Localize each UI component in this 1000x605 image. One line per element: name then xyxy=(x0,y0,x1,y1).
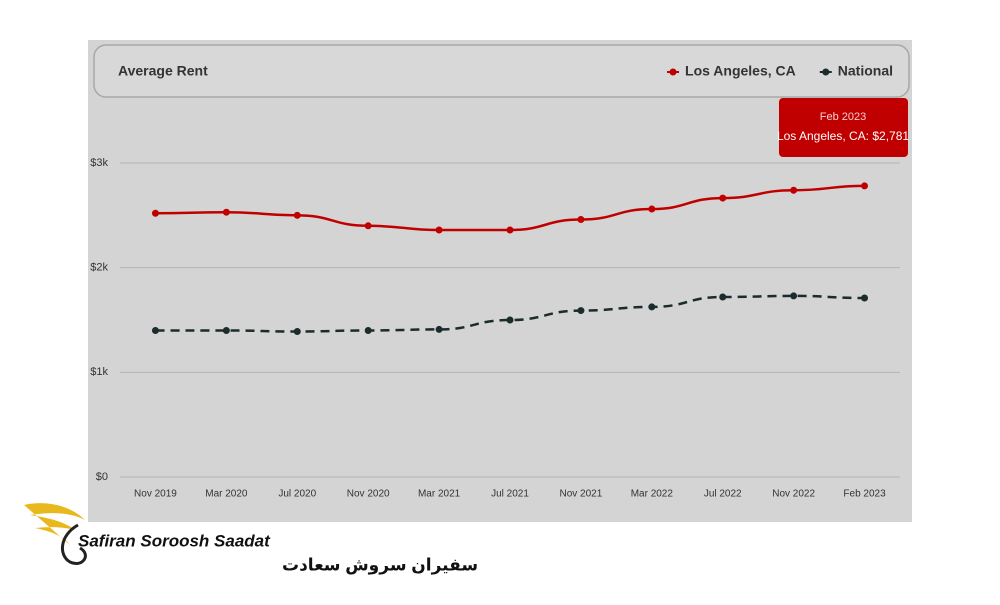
x-tick-label: Feb 2023 xyxy=(843,489,886,500)
x-tick-label: Jul 2020 xyxy=(278,489,316,500)
point-marker xyxy=(506,226,514,234)
x-tick-label: Nov 2019 xyxy=(134,489,177,500)
point-marker xyxy=(861,182,869,190)
point-marker xyxy=(364,326,372,334)
legend-marker xyxy=(822,68,830,76)
tooltip-text: Los Angeles, CA: $2,781 xyxy=(777,129,909,143)
x-tick-label: Jul 2022 xyxy=(704,489,742,500)
header-box xyxy=(93,44,910,98)
point-marker xyxy=(506,316,514,324)
chart-title: Average Rent xyxy=(118,63,208,79)
x-tick-label: Nov 2021 xyxy=(560,489,603,500)
x-tick-label: Mar 2020 xyxy=(205,489,248,500)
y-tick-label: $0 xyxy=(96,471,108,483)
logo-name: Safiran Soroosh Saadat xyxy=(78,531,271,550)
x-tick-label: Nov 2022 xyxy=(772,489,815,500)
x-tick-label: Mar 2021 xyxy=(418,489,461,500)
point-marker xyxy=(151,209,159,217)
point-marker xyxy=(648,205,656,213)
y-tick-label: $3k xyxy=(90,157,108,169)
point-marker xyxy=(435,226,443,234)
logo: Safiran Soroosh Saadat سفیران سروش سعادت xyxy=(24,503,478,575)
y-tick-label: $2k xyxy=(90,262,108,274)
legend-label: Los Angeles, CA xyxy=(685,63,796,79)
x-tick-label: Jul 2021 xyxy=(491,489,529,500)
y-tick-label: $1k xyxy=(90,366,108,378)
logo-wing xyxy=(24,503,85,545)
logo-name-fa: سفیران سروش سعادت xyxy=(282,555,478,575)
legend: National Los Angeles, CA xyxy=(667,63,893,79)
tooltip: Feb 2023 Los Angeles, CA: $2,781 xyxy=(777,98,909,157)
point-marker xyxy=(719,293,727,301)
series-line xyxy=(155,294,865,333)
point-marker xyxy=(222,326,230,334)
point-marker xyxy=(577,216,585,224)
chart-panel xyxy=(88,40,912,522)
legend-label: National xyxy=(838,63,893,79)
point-marker xyxy=(790,186,798,194)
point-marker xyxy=(790,292,798,300)
point-marker xyxy=(364,222,372,230)
tooltip-box xyxy=(779,98,908,157)
point-marker xyxy=(151,326,159,334)
logo-swirl xyxy=(61,523,87,565)
point-marker xyxy=(293,211,301,219)
x-tick-label: Nov 2020 xyxy=(347,489,390,500)
x-tick-label: Mar 2022 xyxy=(631,489,674,500)
tooltip-title: Feb 2023 xyxy=(820,111,866,123)
point-marker xyxy=(719,194,727,202)
legend-marker xyxy=(669,68,677,76)
point-marker xyxy=(577,307,585,315)
plot-area: $0 $1k $2k $3k Nov 2019 Mar 2020 Jul 2020 Nov 2… xyxy=(90,157,900,500)
point-marker xyxy=(861,294,869,302)
point-marker xyxy=(222,208,230,216)
point-marker xyxy=(648,303,656,311)
point-marker xyxy=(293,328,301,336)
point-marker xyxy=(435,325,443,333)
